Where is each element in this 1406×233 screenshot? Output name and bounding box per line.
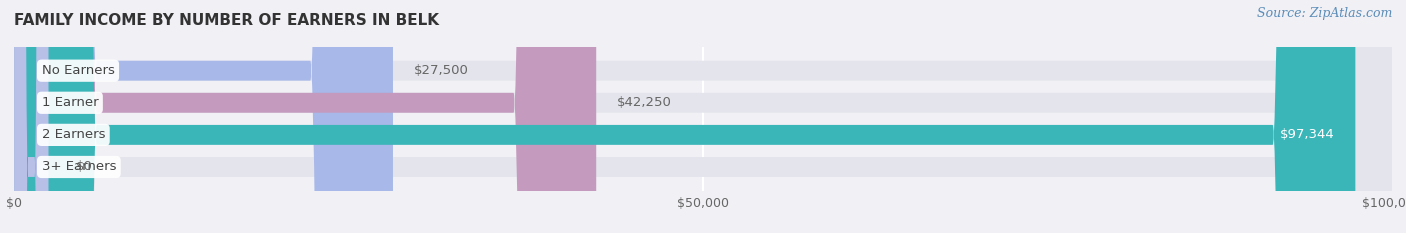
FancyBboxPatch shape (14, 0, 596, 233)
FancyBboxPatch shape (14, 0, 1392, 233)
FancyBboxPatch shape (14, 0, 394, 233)
Text: FAMILY INCOME BY NUMBER OF EARNERS IN BELK: FAMILY INCOME BY NUMBER OF EARNERS IN BE… (14, 13, 439, 28)
FancyBboxPatch shape (14, 0, 1392, 233)
Text: $42,250: $42,250 (617, 96, 672, 109)
Text: $97,344: $97,344 (1279, 128, 1334, 141)
Text: 1 Earner: 1 Earner (42, 96, 98, 109)
FancyBboxPatch shape (14, 0, 1392, 233)
Text: No Earners: No Earners (42, 64, 114, 77)
Text: 2 Earners: 2 Earners (42, 128, 105, 141)
FancyBboxPatch shape (14, 0, 1355, 233)
FancyBboxPatch shape (14, 0, 1392, 233)
Text: $0: $0 (76, 161, 93, 174)
Text: Source: ZipAtlas.com: Source: ZipAtlas.com (1257, 7, 1392, 20)
FancyBboxPatch shape (14, 0, 48, 233)
Text: 3+ Earners: 3+ Earners (42, 161, 117, 174)
Text: $27,500: $27,500 (413, 64, 468, 77)
